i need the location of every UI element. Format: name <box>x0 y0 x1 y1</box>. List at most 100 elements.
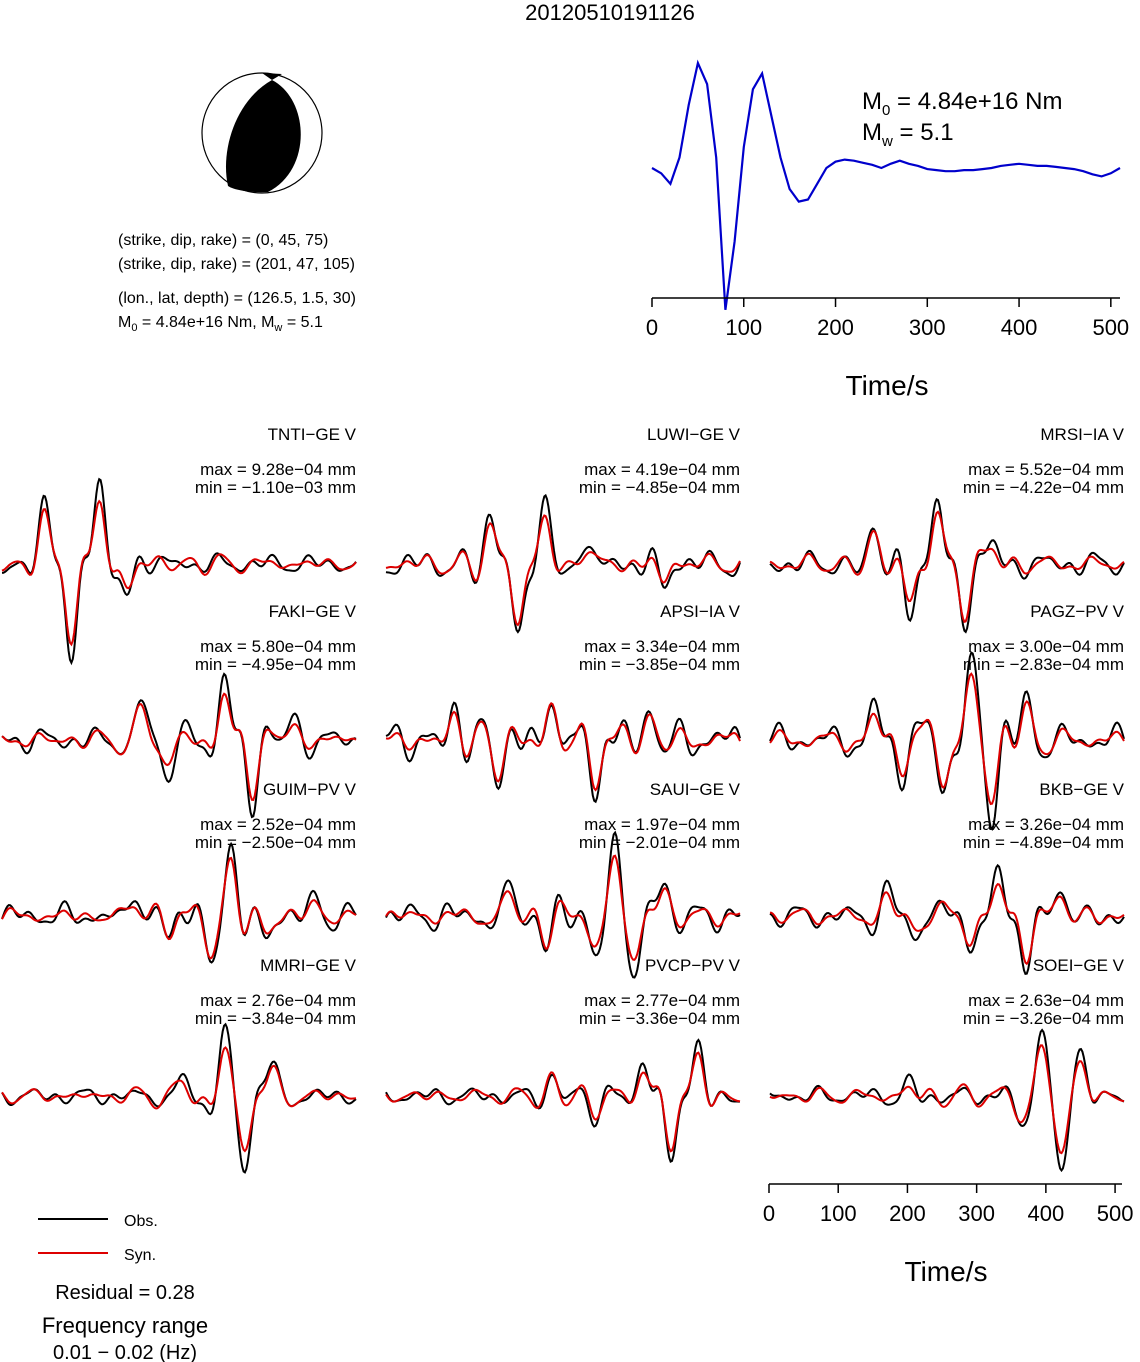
station-min: min = −2.01e−04 mm <box>579 833 740 852</box>
station-max: max = 2.52e−04 mm <box>200 815 356 834</box>
synthetic-trace <box>769 882 1125 966</box>
station-max: max = 2.76e−04 mm <box>200 991 356 1010</box>
focal-mechanism-beachball <box>201 72 323 194</box>
observed-trace <box>769 1028 1125 1173</box>
stf-mw-label: Mw = 5.1 <box>862 119 954 150</box>
station-label: LUWI−GE V <box>647 425 741 444</box>
station-min: min = −3.36e−04 mm <box>579 1009 740 1028</box>
station-min: min = −3.26e−04 mm <box>963 1009 1124 1028</box>
synthetic-trace <box>769 672 1125 806</box>
observed-trace <box>769 497 1125 634</box>
station-label: SOEI−GE V <box>1033 956 1125 975</box>
observed-trace <box>769 863 1125 976</box>
frequency-range-value: 0.01 − 0.02 (Hz) <box>53 1342 197 1362</box>
station-min: min = −2.83e−04 mm <box>963 655 1124 674</box>
station-label: PAGZ−PV V <box>1030 602 1124 621</box>
synthetic-trace <box>385 514 741 627</box>
observed-trace <box>1 477 357 666</box>
station-max: max = 5.52e−04 mm <box>968 460 1124 479</box>
synthetic-trace <box>1 856 357 960</box>
station-label: MRSI−IA V <box>1040 425 1124 444</box>
stf-x-tick-label: 300 <box>909 315 946 340</box>
station-max: max = 5.80e−04 mm <box>200 637 356 656</box>
bottom-x-tick-label: 300 <box>958 1201 995 1226</box>
station-label: FAKI−GE V <box>269 602 357 621</box>
station-min: min = −4.89e−04 mm <box>963 833 1124 852</box>
synthetic-trace <box>385 1051 741 1153</box>
station-max: max = 3.26e−04 mm <box>968 815 1124 834</box>
bottom-x-axis-label: Time/s <box>905 1256 988 1287</box>
synthetic-trace <box>769 1044 1125 1155</box>
observed-trace <box>385 830 741 979</box>
synthetic-trace <box>1 1046 357 1153</box>
bottom-x-tick-label: 0 <box>763 1201 775 1226</box>
station-max: max = 3.00e−04 mm <box>968 637 1124 656</box>
station-min: min = −4.95e−04 mm <box>195 655 356 674</box>
station-min: min = −3.84e−04 mm <box>195 1009 356 1028</box>
station-max: max = 2.77e−04 mm <box>584 991 740 1010</box>
station-min: min = −4.85e−04 mm <box>579 478 740 497</box>
stf-x-tick-label: 400 <box>1001 315 1038 340</box>
stf-m0-label: M0 = 4.84e+16 Nm <box>862 88 1062 119</box>
synthetic-trace <box>1 499 357 647</box>
stf-x-axis-label: Time/s <box>846 370 929 401</box>
station-label: BKB−GE V <box>1039 780 1124 799</box>
synthetic-trace <box>769 510 1125 624</box>
station-label: GUIM−PV V <box>263 780 357 799</box>
bottom-x-tick-label: 400 <box>1028 1201 1065 1226</box>
synthetic-trace <box>385 854 741 961</box>
legend-obs-label: Obs. <box>124 1213 158 1230</box>
station-label: MMRI−GE V <box>260 956 357 975</box>
station-label: PVCP−PV V <box>645 956 741 975</box>
mechanism-text: (strike, dip, rake) = (0, 45, 75) (strik… <box>118 232 356 334</box>
station-min: min = −3.85e−04 mm <box>579 655 740 674</box>
station-max: max = 1.97e−04 mm <box>584 815 740 834</box>
stf-panel: M0 = 4.84e+16 Nm Mw = 5.1 0 100 200 300 400 5… <box>646 59 1129 401</box>
station-label: APSI−IA V <box>660 602 741 621</box>
stf-x-tick-label: 100 <box>725 315 762 340</box>
legend-syn-label: Syn. <box>124 1247 156 1264</box>
station-label: SAUI−GE V <box>650 780 741 799</box>
station-max: max = 3.34e−04 mm <box>584 637 740 656</box>
stf-x-axis: 0 100 200 300 400 500 <box>646 297 1129 340</box>
bottom-x-axis: 0 100 200 300 400 500 <box>763 1183 1134 1226</box>
mechanism-line-4: M0 = 4.84e+16 Nm, Mw = 5.1 <box>118 314 323 334</box>
mechanism-line-2: (strike, dip, rake) = (201, 47, 105) <box>118 256 355 273</box>
station-max: max = 4.19e−04 mm <box>584 460 740 479</box>
stf-x-tick-label: 500 <box>1092 315 1129 340</box>
legend: Obs. Syn. <box>38 1213 158 1264</box>
mechanism-line-1: (strike, dip, rake) = (0, 45, 75) <box>118 232 328 249</box>
station-min: min = −2.50e−04 mm <box>195 833 356 852</box>
synthetic-trace <box>385 701 741 792</box>
station-max: max = 2.63e−04 mm <box>968 991 1124 1010</box>
stf-x-tick-label: 200 <box>817 315 854 340</box>
figure-title: 20120510191126 <box>525 0 695 25</box>
stf-line <box>651 59 1121 310</box>
stf-x-tick-label: 0 <box>646 315 658 340</box>
frequency-range-label: Frequency range <box>42 1313 208 1338</box>
bottom-x-tick-label: 200 <box>889 1201 926 1226</box>
observed-trace <box>769 651 1125 831</box>
observed-trace <box>385 701 741 804</box>
bottom-x-tick-label: 100 <box>820 1201 857 1226</box>
station-label: TNTI−GE V <box>268 425 357 444</box>
residual-label: Residual = 0.28 <box>55 1282 195 1304</box>
mechanism-line-3: (lon., lat, depth) = (126.5, 1.5, 30) <box>118 290 356 307</box>
bottom-x-tick-label: 500 <box>1097 1201 1134 1226</box>
station-max: max = 9.28e−04 mm <box>200 460 356 479</box>
station-min: min = −4.22e−04 mm <box>963 478 1124 497</box>
